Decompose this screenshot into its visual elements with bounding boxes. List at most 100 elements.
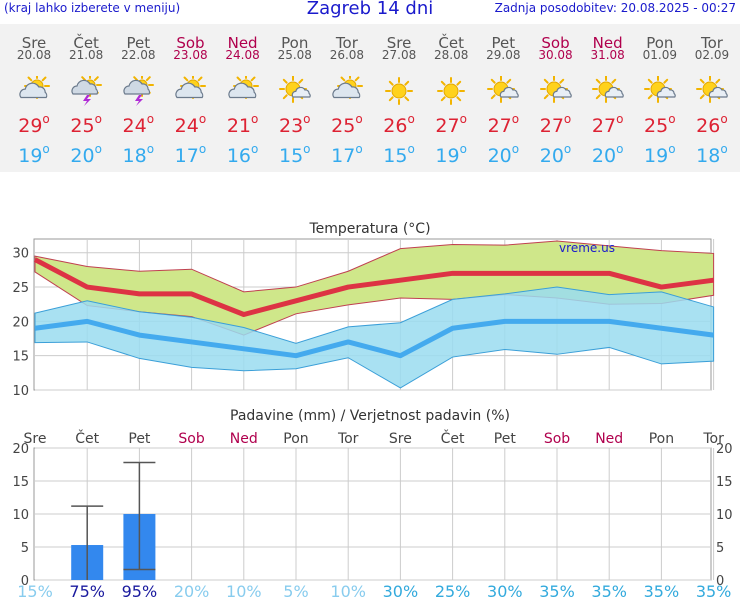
forecast-day: Sob 30.08 27o 20o bbox=[530, 24, 582, 172]
day-name: Sob bbox=[176, 34, 205, 52]
precipitation-y-tick-right: 5 bbox=[716, 541, 724, 556]
degree-symbol: o bbox=[668, 112, 676, 126]
sun-small-cloud-icon bbox=[643, 75, 676, 106]
precipitation-x-tick: Ned bbox=[230, 431, 258, 447]
precipitation-probability: 35% bbox=[591, 582, 627, 600]
degree-symbol: o bbox=[407, 142, 415, 156]
min-temp: 18o bbox=[112, 142, 164, 167]
degree-symbol: o bbox=[198, 112, 207, 126]
day-name: Sre bbox=[21, 34, 47, 52]
day-date: 29.08 bbox=[486, 48, 521, 62]
day-name: Pon bbox=[646, 34, 674, 52]
max-temp: 25o bbox=[634, 112, 686, 137]
precipitation-x-tick: Tor bbox=[337, 431, 359, 447]
max-temp: 27o bbox=[425, 112, 477, 137]
max-temp: 27o bbox=[530, 112, 582, 137]
min-temp-value: 20 bbox=[487, 145, 512, 167]
max-temp: 23o bbox=[269, 112, 321, 137]
min-temp: 17o bbox=[321, 142, 373, 167]
temperature-y-tick: 10 bbox=[12, 384, 29, 399]
max-temp-value: 27 bbox=[539, 115, 564, 137]
precipitation-probability: 20% bbox=[174, 582, 210, 600]
precipitation-probability: 30% bbox=[487, 582, 523, 600]
day-name: Ned bbox=[592, 34, 623, 52]
precipitation-probability: 10% bbox=[226, 582, 262, 600]
min-temp-value: 17 bbox=[174, 145, 199, 167]
degree-symbol: o bbox=[511, 112, 520, 126]
day-date: 28.08 bbox=[434, 48, 469, 62]
precipitation-probability: 30% bbox=[383, 582, 419, 600]
min-temp-value: 18 bbox=[122, 145, 147, 167]
min-temp: 20o bbox=[582, 142, 634, 167]
precipitation-y-tick-left: 5 bbox=[21, 541, 29, 556]
day-name: Ned bbox=[227, 34, 258, 52]
forecast-day: Čet 28.08 27o 19o bbox=[425, 24, 477, 172]
max-temp: 27o bbox=[477, 112, 529, 137]
sun-small-cloud-icon bbox=[591, 75, 624, 106]
precipitation-x-tick: Pon bbox=[283, 431, 308, 447]
day-name: Tor bbox=[335, 34, 358, 52]
precipitation-probability: 10% bbox=[330, 582, 366, 600]
forecast-strip: Sre 20.08 29o 19o Čet 21.08 25o 20o Pet 22.08 24o 1… bbox=[0, 24, 740, 172]
max-temp-value: 29 bbox=[18, 115, 43, 137]
degree-symbol: o bbox=[146, 112, 155, 126]
day-name: Pon bbox=[281, 34, 309, 52]
degree-symbol: o bbox=[146, 142, 155, 156]
day-date: 22.08 bbox=[121, 48, 156, 62]
sun-small-cloud-icon bbox=[539, 75, 572, 106]
precipitation-probability: 35% bbox=[644, 582, 680, 600]
cloudy-sun-icon bbox=[18, 73, 50, 106]
precipitation-y-tick-right: 20 bbox=[716, 442, 733, 457]
max-temp: 24o bbox=[164, 112, 216, 137]
max-temp: 29o bbox=[8, 112, 60, 137]
precipitation-y-tick-right: 10 bbox=[716, 508, 733, 523]
min-temp-value: 15 bbox=[278, 145, 304, 167]
sun-small-cloud-icon bbox=[695, 75, 728, 106]
precipitation-probability: 15% bbox=[17, 582, 53, 600]
precipitation-x-tick: Ned bbox=[595, 431, 623, 447]
max-temp-value: 27 bbox=[591, 115, 617, 137]
precipitation-x-tick: Sob bbox=[544, 431, 570, 447]
degree-symbol: o bbox=[251, 112, 259, 126]
day-date: 27.08 bbox=[381, 48, 417, 62]
precipitation-y-tick-left: 0 bbox=[21, 574, 29, 589]
degree-symbol: o bbox=[303, 142, 311, 156]
max-temp-value: 24 bbox=[122, 115, 147, 137]
precipitation-x-tick: Pet bbox=[494, 431, 517, 447]
min-temp-value: 19 bbox=[435, 145, 460, 167]
degree-symbol: o bbox=[668, 142, 676, 156]
min-temp: 15o bbox=[373, 142, 425, 167]
precipitation-x-tick: Sre bbox=[389, 431, 412, 447]
degree-symbol: o bbox=[303, 112, 311, 126]
max-temp-value: 27 bbox=[435, 115, 460, 137]
precipitation-y-tick-right: 0 bbox=[716, 574, 724, 589]
precipitation-x-tick: Sre bbox=[24, 431, 47, 447]
min-temp-range-band bbox=[34, 286, 715, 389]
forecast-day: Sob 23.08 24o 17o bbox=[164, 24, 216, 172]
sun-icon bbox=[435, 76, 467, 106]
min-temp-value: 16 bbox=[226, 145, 252, 167]
forecast-day: Pon 01.09 25o 19o bbox=[634, 24, 686, 172]
sun-small-cloud-icon bbox=[278, 75, 311, 106]
day-date: 20.08 bbox=[16, 48, 52, 62]
precipitation-y-tick-right: 15 bbox=[716, 475, 733, 490]
precipitation-x-tick: Čet bbox=[441, 429, 465, 447]
max-temp-value: 26 bbox=[383, 115, 408, 137]
day-date: 02.09 bbox=[694, 48, 730, 62]
precipitation-probability: 35% bbox=[539, 582, 575, 600]
degree-symbol: o bbox=[616, 112, 624, 126]
precipitation-probability: 75% bbox=[69, 582, 105, 600]
precipitation-x-tick: Pon bbox=[649, 431, 674, 447]
max-temp-value: 27 bbox=[487, 115, 512, 137]
min-temp: 19o bbox=[8, 142, 60, 167]
day-date: 26.08 bbox=[329, 48, 365, 62]
day-date: 21.08 bbox=[68, 48, 104, 62]
min-temp-value: 20 bbox=[539, 145, 564, 167]
location-menu-hint[interactable]: (kraj lahko izberete v meniju) bbox=[4, 1, 181, 15]
max-temp: 26o bbox=[686, 112, 738, 137]
forecast-day: Ned 24.08 21o 16o bbox=[217, 24, 269, 172]
sun-small-cloud-icon bbox=[487, 75, 520, 106]
max-temp: 27o bbox=[582, 112, 634, 137]
forecast-day: Sre 20.08 29o 19o bbox=[8, 24, 60, 172]
degree-symbol: o bbox=[459, 112, 467, 126]
